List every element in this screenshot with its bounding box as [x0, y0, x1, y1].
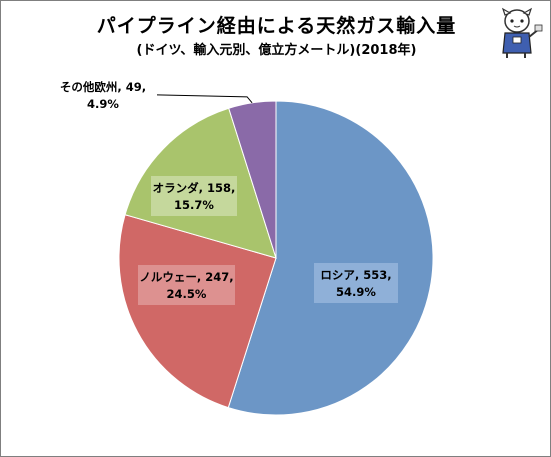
data-label-netherlands: オランダ, 158, 15.7%	[151, 176, 237, 216]
pie-slice-russia	[227, 100, 434, 416]
data-label-name-netherlands: オランダ, 158,	[153, 181, 236, 195]
mascot-icon	[501, 7, 543, 58]
data-label-bg-russia	[314, 263, 398, 303]
data-label-percent-russia: 54.9%	[336, 285, 376, 299]
pie-slice-other-europe	[228, 100, 277, 259]
data-label-other-europe: その他欧州, 49, 4.9%	[60, 80, 146, 111]
data-label-russia: ロシア, 553, 54.9%	[314, 263, 398, 303]
data-label-name-russia: ロシア, 553,	[320, 268, 391, 282]
chart-title: パイプライン経由による天然ガス輸入量	[96, 15, 457, 37]
data-label-bg-norway	[138, 265, 235, 305]
chart-subtitle: (ドイツ、輸入元別、億立方メートル)(2018年)	[136, 43, 417, 58]
leader-line-other-europe	[156, 94, 253, 104]
data-label-percent-norway: 24.5%	[167, 287, 207, 301]
pie-slice-norway	[118, 214, 277, 409]
data-label-percent-netherlands: 15.7%	[174, 198, 214, 212]
data-label-bg-netherlands	[151, 176, 237, 216]
data-label-name-other-europe: その他欧州, 49,	[60, 80, 146, 94]
data-label-percent-other-europe: 4.9%	[87, 97, 119, 111]
data-label-name-norway: ノルウェー, 247,	[139, 270, 233, 284]
data-label-norway: ノルウェー, 247, 24.5%	[138, 265, 235, 305]
